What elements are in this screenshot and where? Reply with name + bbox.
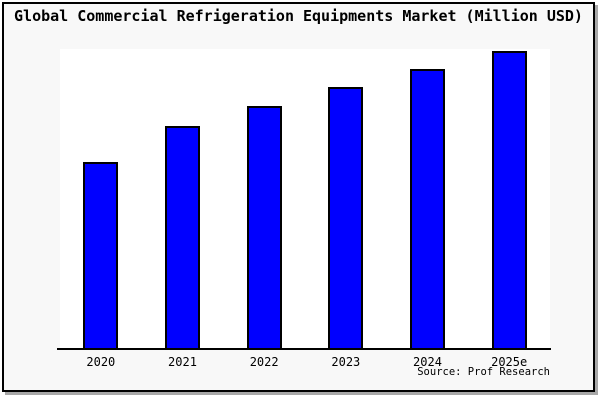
bar-2022: [246, 106, 282, 349]
x-tick-2023: 2023: [331, 355, 361, 369]
x-axis-line: [57, 348, 551, 350]
bar-2024: [410, 69, 445, 349]
chart-title: Global Commercial Refrigeration Equipmen…: [14, 7, 583, 25]
source-credit: Source: Prof Research: [417, 366, 550, 378]
bar-2023: [328, 87, 364, 349]
chart-frame: Global Commercial Refrigeration Equipmen…: [2, 2, 595, 392]
bar-2020: [83, 162, 119, 349]
plot-area: [60, 49, 550, 349]
x-tick-2022: 2022: [249, 355, 279, 369]
x-tick-2020: 2020: [86, 355, 116, 369]
x-tick-2021: 2021: [168, 355, 197, 369]
x-tick-2025e: 2025e: [491, 355, 528, 369]
bar-2025e: [491, 51, 527, 349]
bar-2021: [165, 126, 200, 349]
x-tick-2024: 2024: [413, 355, 442, 369]
